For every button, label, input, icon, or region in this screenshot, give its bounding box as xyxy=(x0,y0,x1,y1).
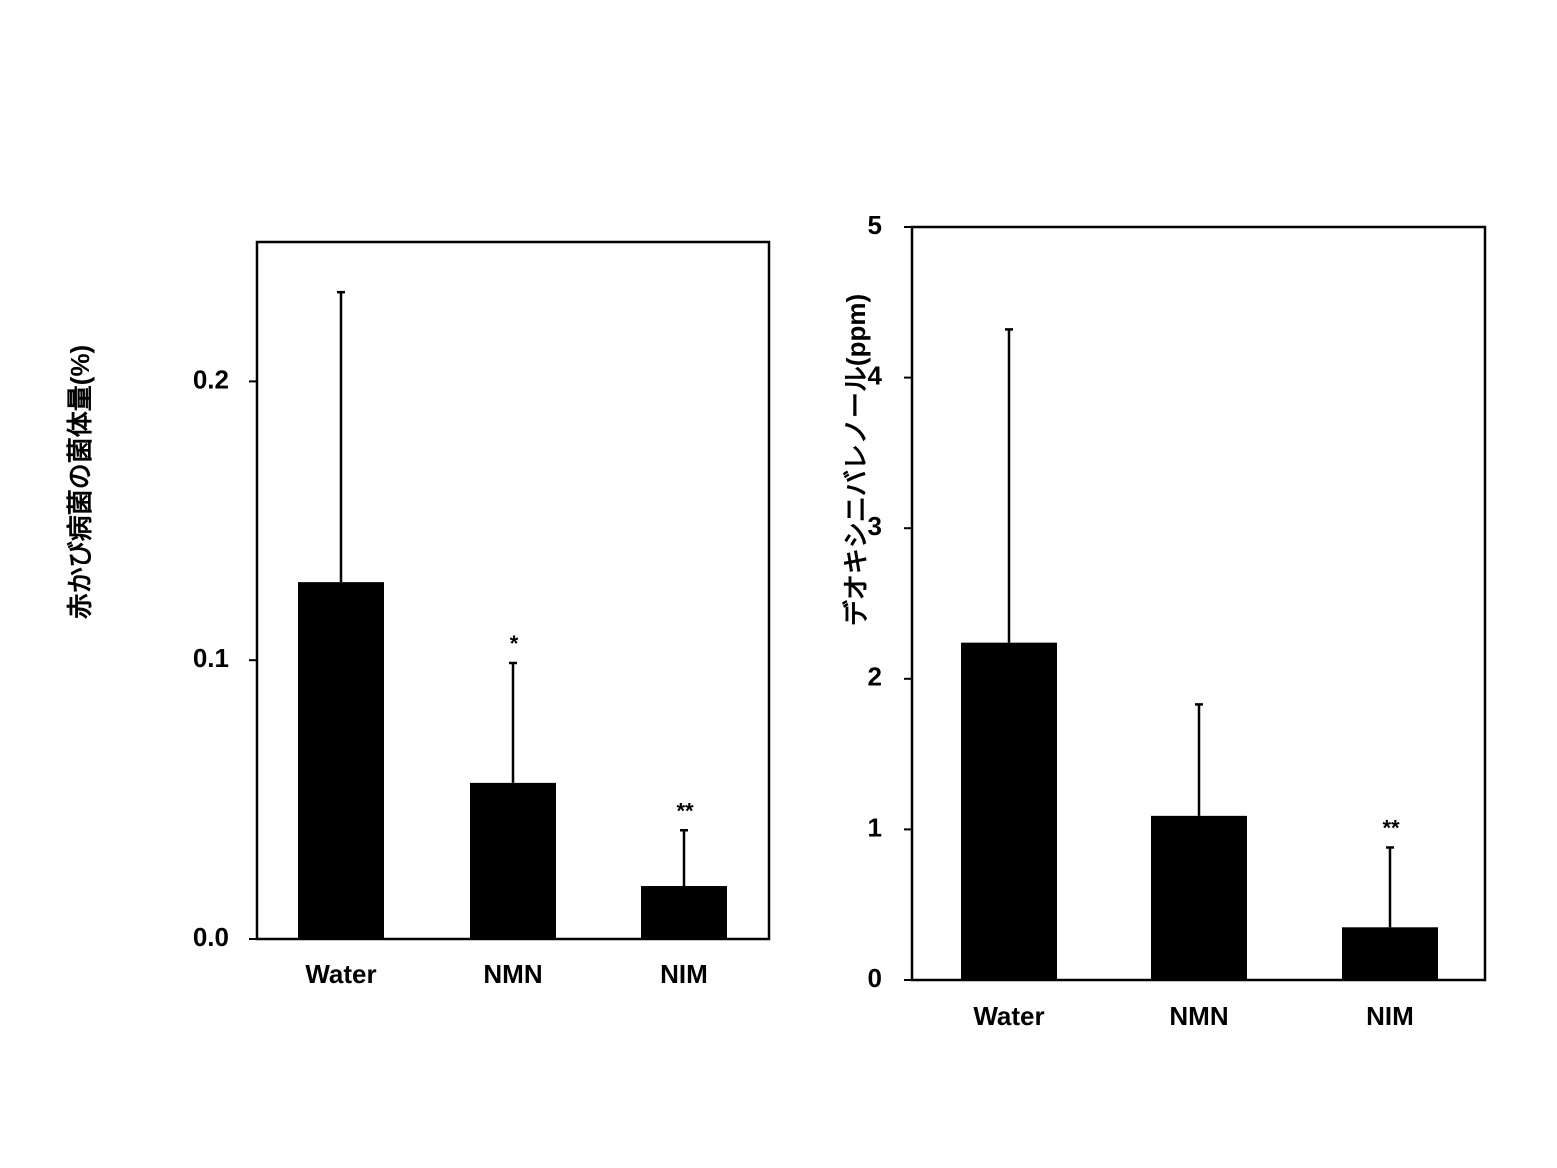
y-tick-label: 1 xyxy=(868,812,882,842)
y-tick-label: 2 xyxy=(868,662,882,692)
y-axis-title: デオキシニバレノール(ppm) xyxy=(841,294,871,626)
y-axis-title: 赤かび病菌の菌体量(%) xyxy=(65,345,95,619)
significance-label: ** xyxy=(1382,815,1400,840)
x-category-label: Water xyxy=(305,959,376,989)
y-tick-label: 0.0 xyxy=(193,922,229,952)
x-category-label: Water xyxy=(973,1001,1044,1031)
bar-nim xyxy=(1342,927,1438,980)
y-tick-label: 5 xyxy=(868,210,882,240)
bar-nmn xyxy=(470,782,556,939)
y-tick-label: 0.2 xyxy=(193,364,229,394)
x-category-label: NMN xyxy=(483,959,542,989)
significance-label: ** xyxy=(676,798,694,823)
chart-fungal-biomass: 赤かび病菌の菌体量(%) 0.0 0.1 0.2 Water * NMN ** NIM xyxy=(65,240,771,989)
x-category-label: NMN xyxy=(1169,1001,1228,1031)
bar-water xyxy=(298,582,384,939)
bar-nim xyxy=(641,886,727,939)
y-tick-label: 4 xyxy=(868,360,883,390)
y-tick-label: 3 xyxy=(868,511,882,541)
chart-deoxynivalenol: デオキシニバレノール(ppm) 0 1 2 3 4 5 Water NMN ** NIM xyxy=(841,210,1487,1031)
x-category-label: NIM xyxy=(660,959,708,989)
x-category-label: NIM xyxy=(1366,1001,1414,1031)
bar-nmn xyxy=(1151,815,1247,980)
bar-water xyxy=(961,642,1057,980)
y-tick-label: 0.1 xyxy=(193,643,229,673)
y-tick-label: 0 xyxy=(868,963,882,993)
significance-label: * xyxy=(510,631,519,656)
